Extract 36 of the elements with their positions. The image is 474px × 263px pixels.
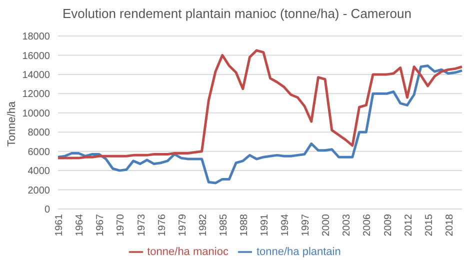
x-tick-label: 1970 xyxy=(116,214,127,236)
x-tick-label: 1994 xyxy=(280,214,292,236)
x-tick-label: 2000 xyxy=(321,214,332,236)
y-tick-label: 0 xyxy=(44,204,50,216)
y-tick-label: 12000 xyxy=(22,89,50,100)
y-tick-label: 14000 xyxy=(22,70,50,81)
x-tick-label: 1982 xyxy=(198,214,209,236)
x-tick-label: 1967 xyxy=(95,214,106,236)
y-tick-label: 10000 xyxy=(22,108,50,120)
x-tick-label: 1985 xyxy=(218,214,230,236)
y-tick-label: 18000 xyxy=(22,32,50,43)
x-tick-label: 2003 xyxy=(342,214,353,236)
x-tick-label: 1988 xyxy=(238,214,250,236)
x-tick-label: 1997 xyxy=(300,214,312,236)
x-tick-label: 1973 xyxy=(136,214,148,236)
x-tick-label: 1976 xyxy=(156,214,168,236)
x-tick-label: 2006 xyxy=(362,214,374,236)
legend-label: tonne/ha plantain xyxy=(256,246,341,258)
y-tick-label: 16000 xyxy=(22,50,50,62)
x-tick-label: 2015 xyxy=(424,214,435,236)
x-tick-label: 2018 xyxy=(444,214,456,236)
y-tick-label: 4000 xyxy=(28,166,50,178)
y-tick-label: 6000 xyxy=(28,146,50,158)
line-series xyxy=(56,49,464,160)
x-tick-label: 1991 xyxy=(260,214,271,236)
y-tick-label: 8000 xyxy=(28,128,50,139)
x-tick-label: 2012 xyxy=(403,214,414,236)
y-axis-title: Tonne/ha xyxy=(6,100,18,149)
line-series xyxy=(56,64,464,184)
x-tick-label: 1964 xyxy=(74,214,86,236)
chart-title: Evolution rendement plantain manioc (tonne/ha) - Cameroun xyxy=(61,6,413,21)
x-tick-label: 1979 xyxy=(177,214,188,236)
x-tick-label: 2009 xyxy=(382,214,394,236)
legend-label: tonne/ha manioc xyxy=(147,246,228,258)
y-tick-label: 2000 xyxy=(28,185,50,196)
x-tick-label: 1961 xyxy=(54,214,66,236)
